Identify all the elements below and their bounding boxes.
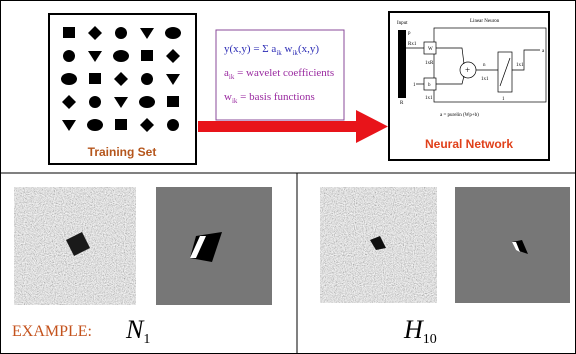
nn-text: 1x1 [481,77,489,82]
shape [87,119,103,131]
shape [115,27,127,39]
shape [89,73,101,84]
shape [141,73,153,85]
nn-text: 1xR [425,61,434,66]
nn-text: 1x1 [516,63,524,68]
formula-line: wik = basis functions [224,91,315,105]
nn-text: Linear Neuron [470,19,500,24]
image [455,187,570,303]
nn-text: Input [397,21,408,26]
figure: Training Set y(x,y) = Σ aik wik(x,y) aik… [0,0,576,354]
nn-text: a = purelin (Wp+b) [440,113,479,118]
training-set: Training Set [49,14,196,164]
nn-text: 1x1 [425,96,433,101]
shape [139,96,155,108]
shape [115,119,127,130]
shape [165,27,181,39]
formula-line: aik = wavelet coefficients [224,67,334,81]
shape [63,50,75,62]
shape [63,27,75,38]
neural-network: Input Linear Neuron p Rx1 R W 1xR b 1x1 … [389,12,549,160]
nn-text: W [428,47,433,52]
shape [61,73,77,85]
label: Training Set [88,145,157,159]
formula: y(x,y) = Σ aik wik(x,y) aik = wavelet co… [216,30,344,120]
shape [167,119,179,131]
nn-text: Rx1 [408,42,417,47]
example-label: EXAMPLE: [12,323,92,340]
shape [89,96,101,108]
shape [167,96,179,107]
label: Neural Network [425,137,513,151]
shape [141,50,153,61]
svg-text:+: + [465,65,470,75]
shape [113,50,129,62]
formula-line: y(x,y) = Σ aik wik(x,y) [224,43,319,57]
